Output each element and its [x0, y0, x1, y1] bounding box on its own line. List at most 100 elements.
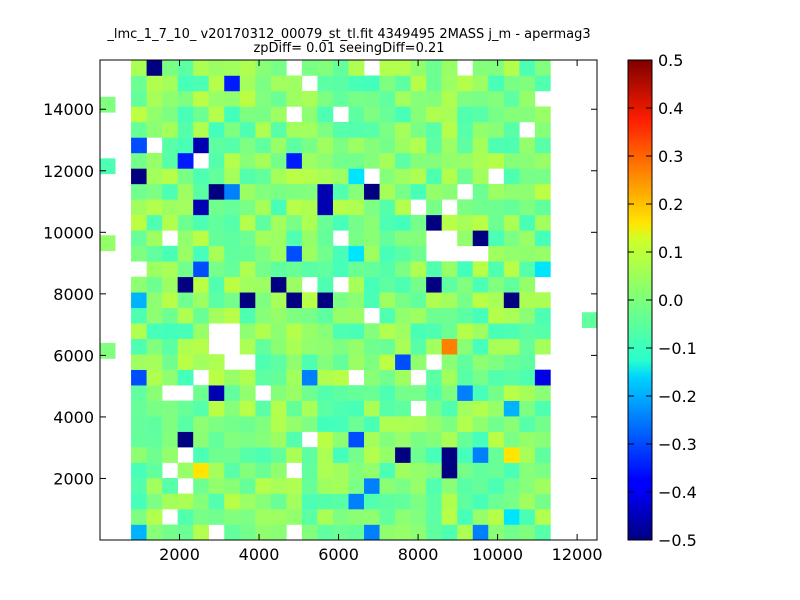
- heatmap-cell: [162, 261, 178, 278]
- heatmap-cell: [426, 431, 442, 448]
- colorbar-tick-label: 0.2: [658, 195, 683, 214]
- heatmap-cell: [503, 137, 520, 154]
- heatmap-cell: [426, 214, 442, 231]
- heatmap-cell: [441, 183, 458, 200]
- heatmap-cell: [255, 245, 272, 262]
- heatmap-cell: [317, 261, 334, 278]
- heatmap-cell: [503, 75, 520, 92]
- heatmap-cell: [426, 60, 442, 76]
- heatmap-cell: [270, 90, 287, 107]
- heatmap-cell: [255, 369, 272, 386]
- x-tick-label: 10000: [472, 545, 523, 564]
- heatmap-cell: [224, 478, 241, 494]
- heatmap-cell: [348, 75, 365, 92]
- heatmap-cell: [317, 106, 334, 123]
- heatmap-cell: [395, 416, 411, 432]
- heatmap-cell: [503, 416, 520, 432]
- heatmap-cell: [410, 478, 427, 494]
- heatmap-cell: [426, 121, 442, 138]
- heatmap-cell: [503, 323, 520, 340]
- heatmap-cell: [395, 354, 411, 370]
- heatmap-cell: [457, 261, 474, 278]
- heatmap-cell: [286, 121, 303, 138]
- heatmap-cell: [177, 524, 194, 541]
- heatmap-cell: [410, 214, 427, 231]
- heatmap-cell: [193, 493, 210, 510]
- heatmap-cell: [131, 416, 147, 432]
- heatmap-cell: [503, 168, 520, 185]
- heatmap-cell: [488, 106, 505, 123]
- heatmap-cell: [441, 121, 458, 138]
- heatmap-cell: [534, 447, 551, 463]
- heatmap-cell: [395, 245, 411, 262]
- heatmap-cell: [239, 261, 256, 278]
- heatmap-cell: [348, 106, 365, 123]
- heatmap-cell: [239, 60, 256, 76]
- heatmap-cell: [301, 121, 318, 138]
- heatmap-cell: [503, 431, 520, 448]
- heatmap-cell: [286, 509, 303, 525]
- heatmap-cell: [146, 447, 163, 463]
- heatmap-cell: [208, 369, 225, 386]
- heatmap-cell: [193, 121, 210, 138]
- heatmap-cell: [364, 338, 380, 355]
- heatmap-cell: [255, 137, 272, 154]
- heatmap-cell: [441, 75, 458, 92]
- heatmap-cell: [317, 400, 334, 417]
- x-axis: 2000 4000 6000 8000 10000 12000: [159, 60, 603, 564]
- heatmap-cell: [472, 447, 489, 463]
- colorbar-tick-label: 0.3: [658, 147, 683, 166]
- heatmap-cell: [410, 137, 427, 154]
- heatmap-cell: [488, 137, 505, 154]
- heatmap-cell: [488, 307, 505, 324]
- heatmap-cell: [146, 462, 163, 479]
- heatmap-cell: [224, 509, 241, 525]
- heatmap-cell: [301, 261, 318, 278]
- y-tick-label: 6000: [53, 346, 94, 365]
- heatmap-cell: [286, 385, 303, 401]
- heatmap-cell: [239, 106, 256, 123]
- heatmap-cell: [193, 292, 210, 309]
- heatmap-cell: [301, 230, 318, 247]
- heatmap-cell: [332, 137, 349, 154]
- heatmap-cell: [395, 137, 411, 154]
- heatmap-cell: [146, 276, 163, 293]
- heatmap-cell: [534, 137, 551, 154]
- heatmap-cell: [317, 323, 334, 340]
- heatmap-cell: [255, 338, 272, 355]
- heatmap-cell: [348, 90, 365, 107]
- heatmap-cell: [488, 276, 505, 293]
- heatmap-cell: [441, 106, 458, 123]
- heatmap-cell: [519, 199, 536, 216]
- heatmap-cell: [162, 121, 178, 138]
- heatmap-cell: [208, 245, 225, 262]
- heatmap-cell: [332, 478, 349, 494]
- heatmap-cell: [131, 323, 147, 340]
- y-tick-label: 14000: [43, 100, 94, 119]
- heatmap-cell: [364, 276, 380, 293]
- heatmap-cell: [131, 121, 147, 138]
- heatmap-cell: [488, 230, 505, 247]
- heatmap-cell: [519, 75, 536, 92]
- heatmap-cell: [317, 509, 334, 525]
- heatmap-cell: [208, 431, 225, 448]
- heatmap-cell: [457, 137, 474, 154]
- heatmap-cell: [457, 168, 474, 185]
- heatmap-cell: [193, 338, 210, 355]
- heatmap-cell: [193, 400, 210, 417]
- heatmap-cell: [488, 509, 505, 525]
- heatmap-cell: [301, 493, 318, 510]
- heatmap-cell: [395, 493, 411, 510]
- heatmap-cell: [519, 493, 536, 510]
- heatmap-cell: [162, 447, 178, 463]
- heatmap-cell: [410, 493, 427, 510]
- heatmap-cell: [131, 90, 147, 107]
- heatmap-cell: [472, 168, 489, 185]
- heatmap-cell: [488, 338, 505, 355]
- heatmap-cell: [410, 462, 427, 479]
- heatmap-cell: [177, 369, 194, 386]
- y-tick-label: 8000: [53, 285, 94, 304]
- heatmap-cell: [301, 400, 318, 417]
- heatmap-cell: [534, 60, 551, 76]
- heatmap-cell: [488, 369, 505, 386]
